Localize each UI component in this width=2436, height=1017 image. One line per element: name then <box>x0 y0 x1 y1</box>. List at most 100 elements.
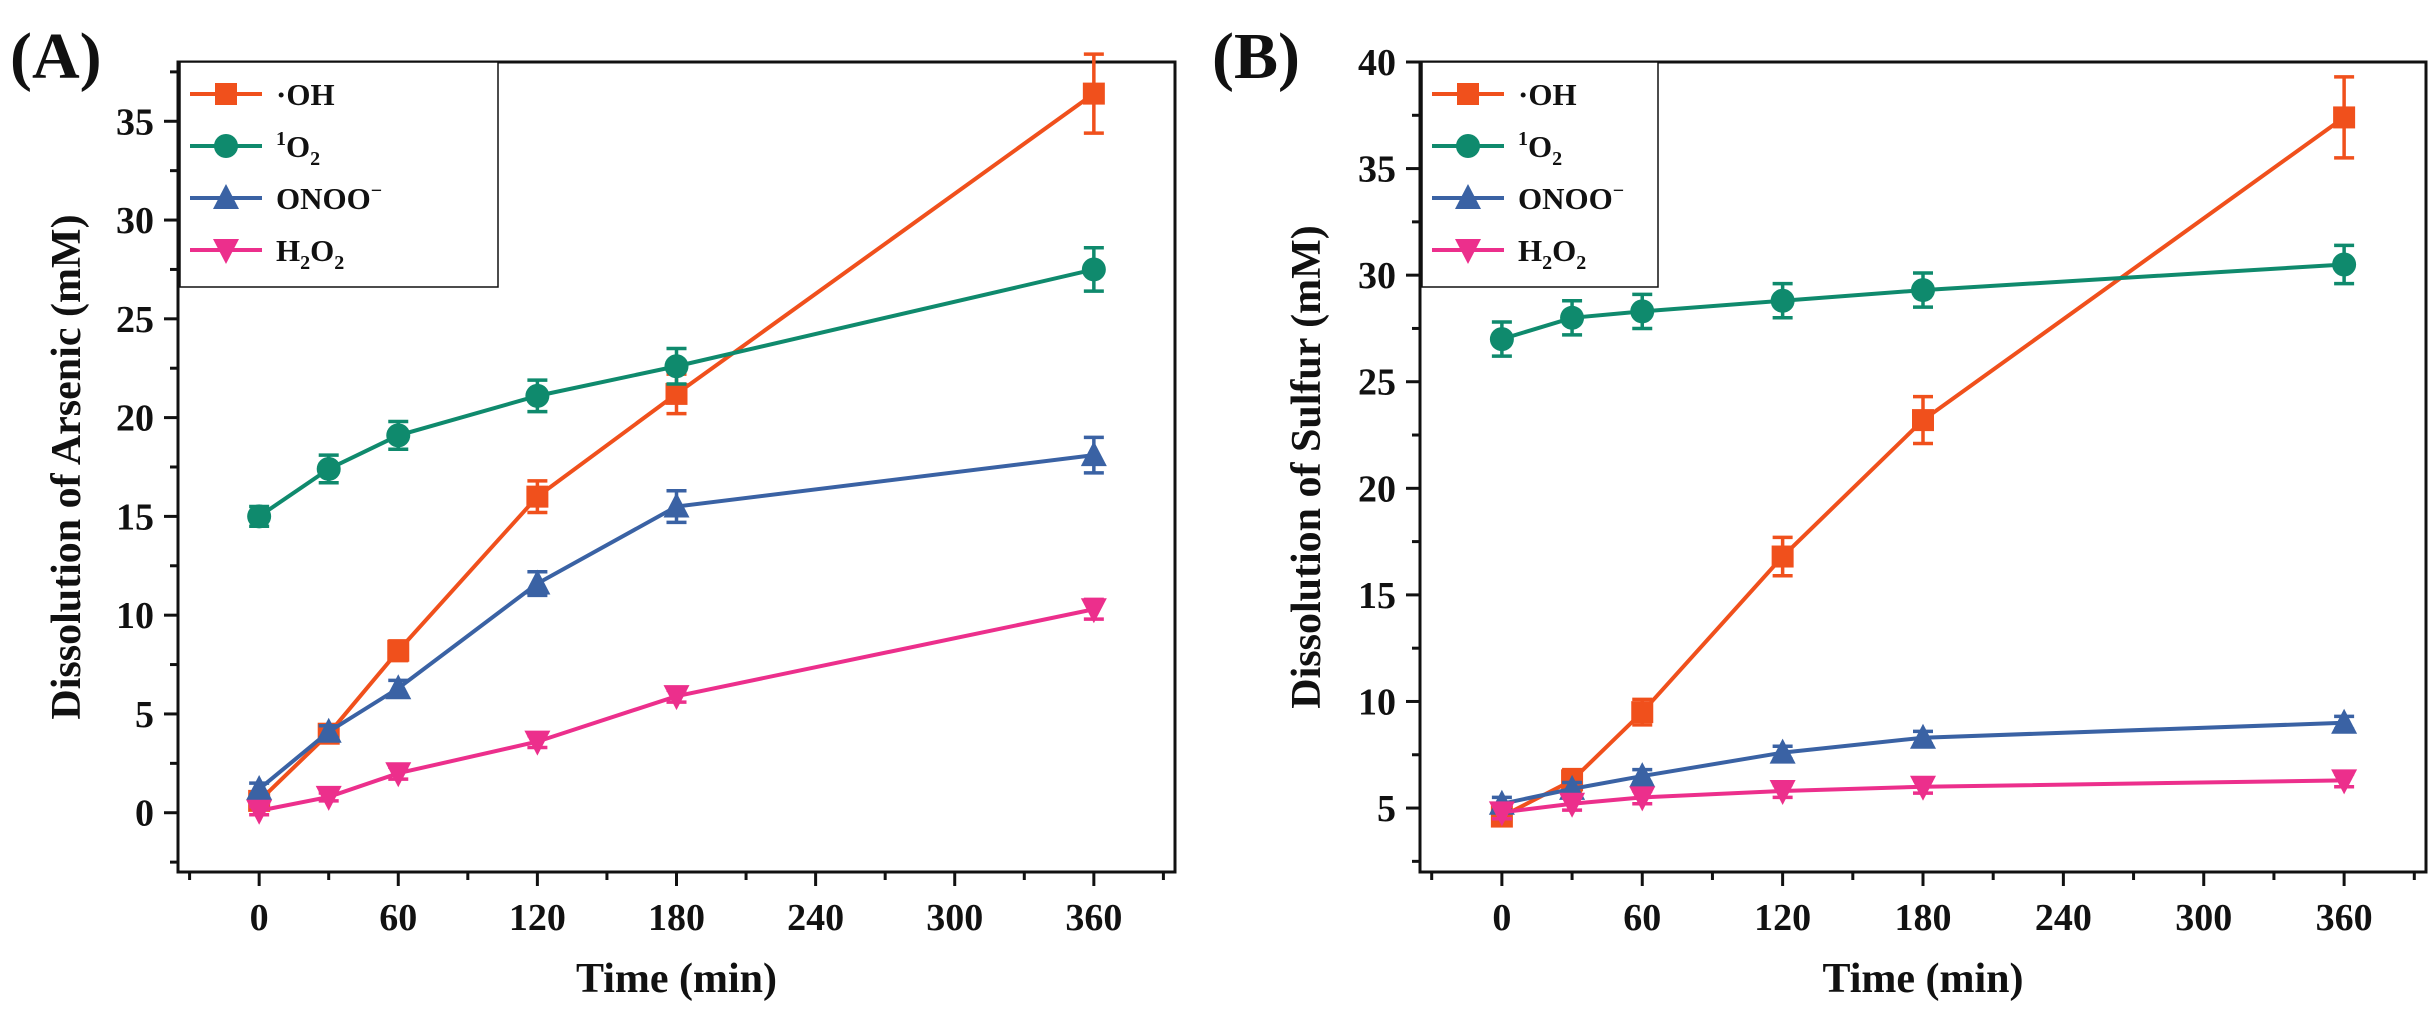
legend-entry: ONOO− <box>276 180 382 216</box>
y-tick-label: 15 <box>1358 575 1396 617</box>
data-point <box>524 730 551 756</box>
x-tick-label: 0 <box>250 897 269 939</box>
data-point <box>1771 545 1794 568</box>
x-tick-label: 240 <box>2035 897 2092 939</box>
y-tick-label: 30 <box>1358 255 1396 297</box>
data-point <box>315 717 342 743</box>
series-4 <box>246 597 1107 825</box>
y-tick-label: 20 <box>116 398 154 440</box>
data-point <box>526 485 549 508</box>
data-point <box>2331 708 2358 734</box>
data-point <box>385 674 412 700</box>
data-point <box>246 799 273 825</box>
series-line <box>1501 720 2345 806</box>
legend: ·OH 1O2 ONOO− H2O2 <box>1421 61 1659 288</box>
y-tick-label: 25 <box>116 299 154 341</box>
y-tick-label: 30 <box>116 200 154 242</box>
data-point <box>1559 792 1586 818</box>
legend-entry: H2O2 <box>276 233 344 274</box>
legend-marker <box>1457 83 1479 105</box>
data-point <box>1910 723 1936 749</box>
data-point <box>524 569 551 595</box>
data-point <box>386 423 411 448</box>
data-point <box>2331 769 2358 795</box>
series-line <box>1501 262 2345 342</box>
data-point <box>525 383 550 408</box>
legend-marker <box>213 184 239 209</box>
x-tick-label: 0 <box>1492 897 1511 939</box>
y-tick-label: 35 <box>1358 149 1396 191</box>
x-tick-label: 180 <box>1895 897 1952 939</box>
y-axis-label: Dissolution of Sulfur (mM) <box>1284 225 1330 708</box>
series-line <box>257 91 1096 803</box>
legend-entry: ·OH <box>1518 77 1577 112</box>
series-2 <box>1489 243 2357 358</box>
series-line <box>258 607 1095 813</box>
data-point <box>1560 305 1585 330</box>
y-tick-label: 40 <box>1358 42 1396 84</box>
x-tick-label: 60 <box>379 897 417 939</box>
x-tick-label: 120 <box>1754 897 1811 939</box>
x-tick-label: 360 <box>2316 897 2373 939</box>
data-point <box>385 762 412 788</box>
x-tick-label: 360 <box>1065 897 1122 939</box>
panel-label: (A) <box>10 20 102 93</box>
panel-b: 0 60 120 180 240 300 360 5 10 15 20 25 30 35 40 Time (m… <box>1212 20 2428 1002</box>
data-point <box>247 504 272 529</box>
data-point <box>664 354 689 379</box>
legend-marker <box>1455 184 1481 209</box>
x-tick-label: 300 <box>2175 897 2232 939</box>
y-tick-label: 0 <box>135 793 154 835</box>
y-tick-label: 35 <box>116 101 154 143</box>
data-point <box>316 456 341 481</box>
legend-marker <box>1456 134 1480 158</box>
data-point <box>1489 327 1514 352</box>
y-tick-label: 5 <box>1377 788 1396 830</box>
series-line <box>258 267 1095 519</box>
x-tick-label: 240 <box>787 897 844 939</box>
series-line <box>1501 778 2345 815</box>
data-point <box>387 639 410 662</box>
y-tick-label: 20 <box>1358 468 1396 510</box>
data-point <box>1911 278 1935 303</box>
series-line <box>1500 115 2346 819</box>
y-axis-label: Dissolution of Arsenic (mM) <box>44 214 90 719</box>
legend-entry: 1O2 <box>276 128 320 170</box>
legend-entry: ·OH <box>276 77 335 112</box>
data-point <box>663 685 690 711</box>
data-point <box>1488 801 1515 827</box>
data-point <box>1770 288 1795 313</box>
panel-a: 0 60 120 180 240 300 360 0 5 10 15 20 25 30 35 Time (mi… <box>10 20 1177 1002</box>
legend-entry: H2O2 <box>1518 233 1586 274</box>
legend-marker <box>213 239 239 264</box>
data-point <box>1082 82 1105 105</box>
y-tick-label: 15 <box>116 496 154 538</box>
data-point <box>1912 409 1934 432</box>
legend-entry: ONOO− <box>1518 180 1624 216</box>
y-tick-label: 10 <box>116 595 154 637</box>
data-point <box>1080 598 1107 624</box>
data-point <box>315 785 342 811</box>
data-point <box>246 775 273 801</box>
data-point <box>663 492 690 518</box>
legend-marker <box>215 83 237 105</box>
data-point <box>1910 775 1936 801</box>
legend-entry: 1O2 <box>1518 128 1562 170</box>
data-point <box>1080 441 1107 467</box>
x-tick-label: 60 <box>1623 897 1661 939</box>
data-point <box>1769 738 1796 764</box>
series-3 <box>246 435 1107 801</box>
y-tick-label: 5 <box>135 694 154 736</box>
legend-marker <box>1455 239 1481 264</box>
data-point <box>1630 299 1655 324</box>
data-point <box>1629 786 1656 812</box>
data-point <box>1629 762 1656 788</box>
data-point <box>1631 701 1654 724</box>
legend: ·OH 1O2 ONOO− H2O2 <box>179 61 499 288</box>
y-tick-label: 10 <box>1358 681 1396 723</box>
x-axis-label: Time (min) <box>576 956 777 1002</box>
data-point <box>1081 257 1106 282</box>
x-tick-label: 120 <box>509 897 566 939</box>
panel-label: (B) <box>1212 20 1300 93</box>
